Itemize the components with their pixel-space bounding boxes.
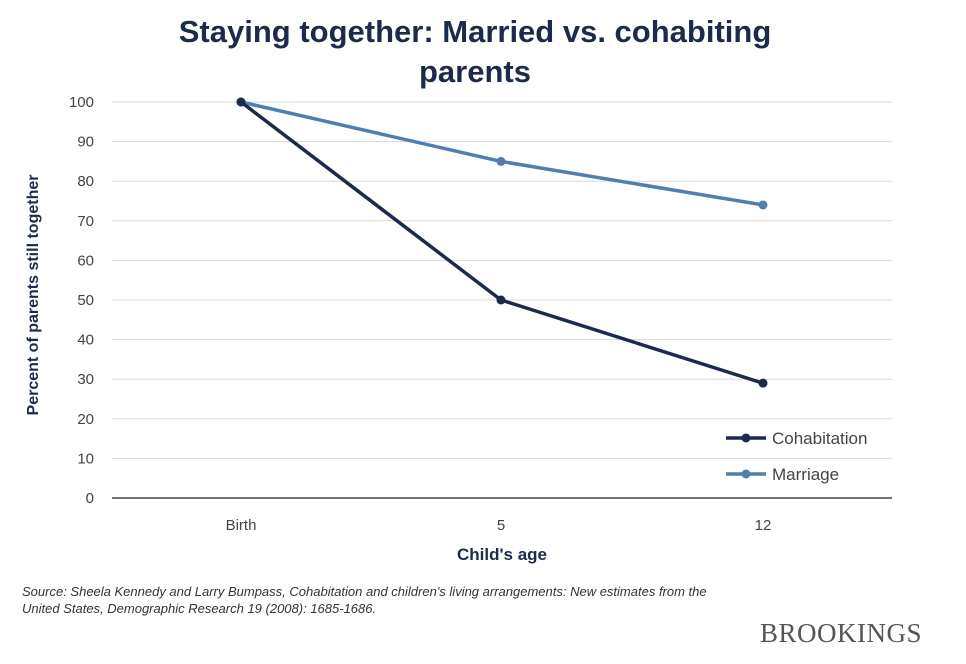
y-tick-label: 0: [86, 490, 94, 507]
legend-marker: [741, 469, 751, 479]
y-tick-label: 80: [77, 173, 94, 190]
series-lines: [236, 97, 768, 388]
source-note: Source: Sheela Kennedy and Larry Bumpass…: [22, 584, 707, 616]
y-tick-label: 30: [77, 371, 94, 388]
x-tick-label: 12: [755, 517, 772, 534]
data-point-cohabitation: [758, 378, 768, 388]
chart-title: Staying together: Married vs. cohabiting…: [178, 14, 772, 89]
y-axis-label: Percent of parents still together: [25, 175, 42, 416]
x-tick-label: Birth: [226, 517, 257, 534]
data-point-cohabitation: [236, 97, 246, 107]
series-line-cohabitation: [239, 100, 764, 385]
y-tick-label: 70: [77, 213, 94, 230]
x-tick-label: 5: [497, 517, 505, 534]
legend-label: Cohabitation: [772, 429, 867, 448]
brookings-logo: BROOKINGS: [760, 618, 923, 648]
y-tick-label: 90: [77, 134, 94, 151]
y-tick-label: 40: [77, 332, 94, 349]
data-point-marriage: [496, 156, 506, 166]
data-point-marriage: [758, 200, 768, 210]
legend-marker: [741, 433, 751, 443]
data-point-cohabitation: [496, 295, 506, 305]
legend-label: Marriage: [772, 465, 839, 484]
x-axis-label: Child's age: [457, 545, 547, 564]
y-tick-label: 20: [77, 411, 94, 428]
y-tick-label: 10: [77, 450, 94, 467]
y-tick-labels: 0 10 20 30 40 50 60 70 80 90 100: [69, 94, 94, 507]
x-tick-labels: Birth 5 12: [226, 517, 772, 534]
y-tick-label: 50: [77, 292, 94, 309]
y-tick-label: 60: [77, 252, 94, 269]
gridlines: [112, 101, 892, 459]
y-tick-label: 100: [69, 94, 94, 111]
series-line-marriage: [240, 100, 764, 207]
legend: Cohabitation Marriage: [726, 429, 867, 484]
